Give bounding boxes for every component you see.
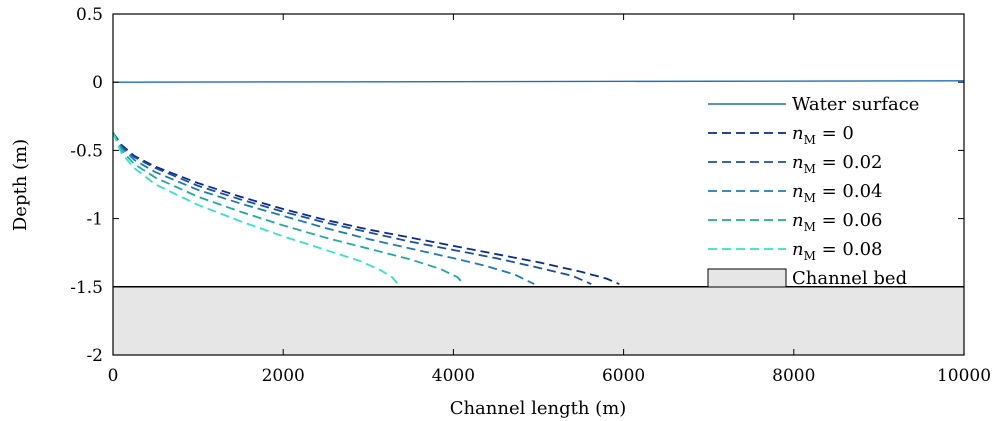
x-tick-label: 6000 (602, 366, 645, 386)
series-layer (112, 80, 965, 285)
y-tick-label: 0.5 (76, 5, 103, 25)
series-line-nm-3 (112, 132, 465, 285)
y-axis-title: Depth (m) (10, 139, 31, 231)
x-tick-label: 8000 (772, 366, 815, 386)
series-line-water-surface (112, 80, 965, 83)
legend-label-channel-bed: Channel bed (792, 268, 907, 289)
legend: Water surface nM = 0 nM = 0.02 nM = 0.04 nM … (707, 94, 919, 289)
y-tick-label: -1.5 (70, 278, 103, 298)
y-tick-label: -2 (86, 346, 103, 366)
series-line-nm-0 (112, 132, 620, 285)
series-line-nm-4 (112, 132, 399, 285)
x-tick-label: 2000 (262, 366, 305, 386)
legend-label-nm-2: nM = 0.04 (792, 181, 883, 205)
legend-label-nm-1: nM = 0.02 (792, 152, 883, 176)
legend-item-nm-2: nM = 0.04 (708, 181, 883, 205)
legend-item-nm-0: nM = 0 (708, 123, 854, 147)
y-tick-label: -1 (86, 210, 103, 230)
legend-item-channel-bed: Channel bed (707, 268, 907, 289)
series-line-nm-2 (112, 132, 535, 285)
legend-item-water-surface: Water surface (708, 94, 919, 115)
y-tick-label: 0 (92, 73, 103, 93)
x-tick-label: 0 (108, 366, 119, 386)
legend-swatch-channel-bed (707, 268, 787, 288)
legend-label-water-surface: Water surface (792, 94, 919, 115)
legend-label-nm-3: nM = 0.06 (792, 210, 883, 234)
channel-bed-area (113, 286, 964, 355)
x-tick-label: 4000 (432, 366, 475, 386)
legend-label-nm-0: nM = 0 (792, 123, 854, 147)
x-tick-label: 10000 (937, 366, 991, 386)
series-line-nm-1 (112, 132, 592, 285)
legend-item-nm-1: nM = 0.02 (708, 152, 883, 176)
y-tick-label: -0.5 (70, 141, 103, 161)
legend-item-nm-4: nM = 0.08 (708, 239, 883, 263)
plot-frame (112, 13, 965, 356)
legend-label-nm-4: nM = 0.08 (792, 239, 883, 263)
x-axis-title: Channel length (m) (450, 398, 627, 419)
legend-item-nm-3: nM = 0.06 (708, 210, 883, 234)
ticks-layer: 0 2000 4000 6000 8000 10000 0.5 0 -0.5 -1 -1.5 -2 (70, 5, 991, 386)
